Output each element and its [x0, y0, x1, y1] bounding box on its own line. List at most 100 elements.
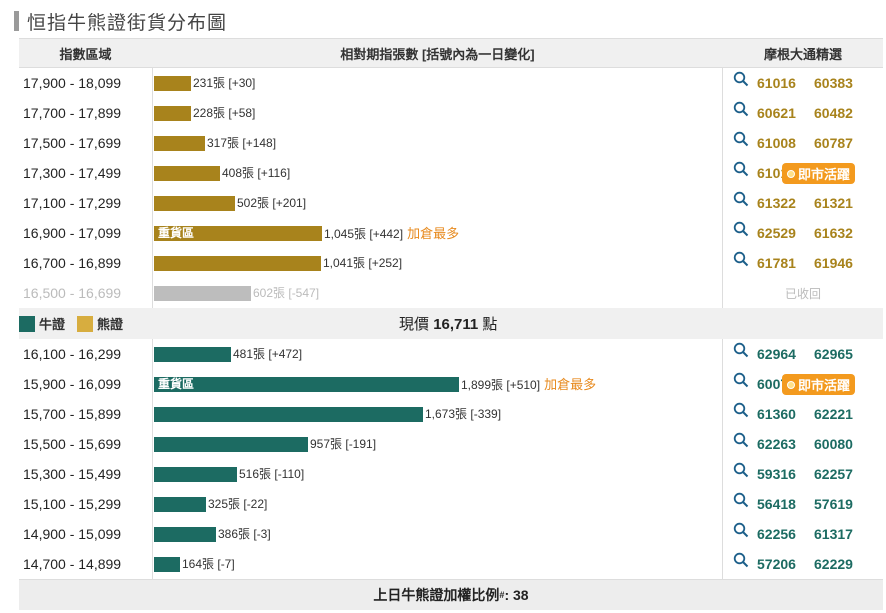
range-label: 17,300 - 17,499 — [23, 165, 122, 181]
search-icon[interactable] — [733, 191, 749, 207]
warrant-code-link[interactable]: 62257 — [814, 466, 853, 482]
bar-cell: 231張 [+30] — [152, 68, 723, 98]
warrant-code-link[interactable]: 61322 — [757, 195, 796, 211]
bar-cell: 408張 [+116] 即市活躍 — [152, 158, 855, 188]
most-added-note: 加倉最多 — [544, 377, 597, 392]
warrant-codes: 61781 61946 — [723, 251, 883, 271]
warrant-code-link[interactable]: 62965 — [814, 346, 853, 362]
warrant-code-link[interactable]: 61016 — [757, 75, 796, 91]
range-label: 15,900 - 16,099 — [23, 376, 122, 392]
bear-swatch — [77, 315, 94, 332]
volume-bar — [154, 437, 308, 452]
warrant-code-link[interactable]: 61781 — [757, 255, 796, 271]
warrant-codes: 61322 61321 — [723, 191, 883, 211]
search-icon[interactable] — [733, 71, 749, 87]
range-label: 15,500 - 15,699 — [23, 436, 122, 452]
bar-cell: 957張 [-191] — [152, 429, 723, 459]
warrant-code-link[interactable]: 62964 — [757, 346, 796, 362]
bar-cell: 重貨區 1,899張 [+510] 加倉最多 即市活躍 — [152, 369, 855, 399]
search-icon[interactable] — [733, 432, 749, 448]
bull-row: 14,900 - 15,099 386張 [-3] 62256 61317 — [19, 519, 883, 549]
volume-value: 228張 [+58] — [193, 106, 256, 120]
volume-value: 602張 [-547] — [253, 286, 320, 300]
bear-row: 17,100 - 17,299 502張 [+201] 61322 61321 — [19, 188, 883, 218]
volume-value: 1,899張 [+510] 加倉最多 — [461, 377, 597, 392]
range-label: 17,500 - 17,699 — [23, 135, 122, 151]
warrant-codes: 56418 57619 — [723, 492, 883, 512]
search-icon[interactable] — [733, 342, 749, 358]
volume-bar — [154, 136, 205, 151]
warrant-codes: 59316 62257 — [723, 462, 883, 482]
range-label: 16,700 - 16,899 — [23, 255, 122, 271]
footer-ratio: 上日牛熊證加權比例 #: 38 — [19, 579, 883, 610]
volume-bar — [154, 286, 251, 301]
warrant-code-link[interactable]: 62229 — [814, 556, 853, 572]
warrant-code-link[interactable]: 62256 — [757, 526, 796, 542]
search-icon[interactable] — [733, 522, 749, 538]
volume-bar — [154, 76, 191, 91]
bar-cell: 516張 [-110] — [152, 459, 723, 489]
warrant-code-link[interactable]: 62529 — [757, 225, 796, 241]
warrant-code-link[interactable]: 60080 — [814, 436, 853, 452]
search-icon[interactable] — [733, 462, 749, 478]
volume-value: 481張 [+472] — [233, 347, 303, 361]
range-label: 16,500 - 16,699 — [23, 285, 122, 301]
recalled-status: 已收回 — [784, 286, 821, 301]
warrant-code-link[interactable]: 60787 — [814, 135, 853, 151]
search-icon[interactable] — [733, 101, 749, 117]
warrant-code-link[interactable]: 60482 — [814, 105, 853, 121]
search-icon[interactable] — [733, 131, 749, 147]
volume-value: 325張 [-22] — [208, 497, 268, 511]
active-badge[interactable]: 即市活躍 — [782, 374, 855, 395]
search-icon[interactable] — [733, 492, 749, 508]
volume-value: 1,673張 [-339] — [425, 407, 502, 421]
warrant-codes: 60621 60482 — [723, 101, 883, 121]
legend-bull: 牛證 — [39, 317, 66, 332]
warrant-code-link[interactable]: 60621 — [757, 105, 796, 121]
title-accent-bar — [14, 11, 19, 31]
volume-value: 386張 [-3] — [218, 527, 271, 541]
volume-bar — [154, 527, 216, 542]
search-icon[interactable] — [733, 402, 749, 418]
volume-bar — [154, 497, 206, 512]
most-added-note: 加倉最多 — [407, 226, 460, 241]
warrant-code-link[interactable]: 56418 — [757, 496, 796, 512]
warrant-code-link[interactable]: 62221 — [814, 406, 853, 422]
warrant-code-link[interactable]: 61317 — [814, 526, 853, 542]
warrant-code-link[interactable]: 61632 — [814, 225, 853, 241]
bar-cell: 重貨區 1,045張 [+442] 加倉最多 — [152, 218, 723, 248]
current-price: 現價 16,711 點 — [399, 313, 497, 334]
bear-row: 17,700 - 17,899 228張 [+58] 60621 60482 — [19, 98, 883, 128]
search-icon[interactable] — [733, 221, 749, 237]
bear-row: 16,700 - 16,899 1,041張 [+252] 61781 61946 — [19, 248, 883, 278]
warrant-code-link[interactable]: 57619 — [814, 496, 853, 512]
warrant-code-link[interactable]: 61360 — [757, 406, 796, 422]
range-label: 16,100 - 16,299 — [23, 346, 122, 362]
page-title: 恒指牛熊證街貨分布圖 — [27, 12, 228, 34]
search-icon[interactable] — [733, 552, 749, 568]
warrant-code-link[interactable]: 59316 — [757, 466, 796, 482]
warrant-code-link[interactable]: 60383 — [814, 75, 853, 91]
volume-value: 502張 [+201] — [237, 196, 307, 210]
footer-value: : 38 — [504, 587, 529, 603]
warrant-code-link[interactable]: 61946 — [814, 255, 853, 271]
search-icon[interactable] — [733, 251, 749, 267]
warrant-code-link[interactable]: 61008 — [757, 135, 796, 151]
bull-swatch — [19, 315, 35, 332]
search-icon[interactable] — [733, 161, 749, 177]
warrant-code-link[interactable]: 57206 — [757, 556, 796, 572]
heavy-zone-label: 重貨區 — [158, 377, 195, 391]
warrant-code-link[interactable]: 62263 — [757, 436, 796, 452]
price-value: 16,711 — [433, 316, 479, 333]
range-label: 14,700 - 14,899 — [23, 556, 122, 572]
search-icon[interactable] — [733, 372, 749, 388]
volume-bar — [154, 347, 231, 362]
warrant-code-link[interactable]: 61321 — [814, 195, 853, 211]
legend-bear: 熊證 — [97, 317, 124, 332]
active-badge[interactable]: 即市活躍 — [782, 163, 855, 184]
volume-bar — [154, 407, 423, 422]
bar-cell: 228張 [+58] — [152, 98, 723, 128]
range-label: 14,900 - 15,099 — [23, 526, 122, 542]
table-header: 指數區域 相對期指張數 [括號內為一日變化] 摩根大通精選 — [19, 38, 883, 68]
bull-section: 16,100 - 16,299 481張 [+472] 62964 62965 15,9… — [19, 339, 883, 579]
